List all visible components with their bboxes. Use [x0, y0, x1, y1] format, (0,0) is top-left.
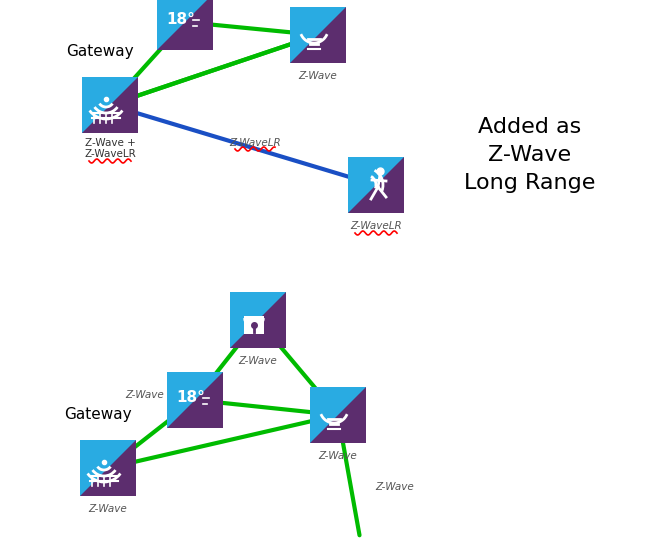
Text: Z-WaveLR: Z-WaveLR — [350, 221, 402, 231]
FancyBboxPatch shape — [80, 440, 136, 496]
Text: Z-WaveLR: Z-WaveLR — [229, 138, 281, 148]
FancyBboxPatch shape — [290, 7, 346, 63]
Text: 18°: 18° — [177, 390, 206, 405]
Text: Z-Wave: Z-Wave — [319, 451, 357, 461]
Polygon shape — [230, 292, 286, 348]
Text: Z-Wave: Z-Wave — [299, 71, 338, 81]
Text: Z-Wave: Z-Wave — [376, 482, 415, 492]
FancyBboxPatch shape — [310, 387, 366, 443]
Polygon shape — [80, 440, 136, 496]
Text: Z-WaveLR: Z-WaveLR — [84, 149, 136, 159]
Text: Added as
Z-Wave
Long Range: Added as Z-Wave Long Range — [464, 117, 596, 193]
FancyBboxPatch shape — [82, 77, 138, 133]
Polygon shape — [348, 157, 404, 213]
Text: 18°: 18° — [167, 11, 195, 26]
FancyBboxPatch shape — [348, 157, 404, 213]
Text: Z-Wave: Z-Wave — [238, 356, 277, 366]
Polygon shape — [167, 372, 223, 428]
Polygon shape — [290, 7, 346, 63]
Text: Z-Wave +: Z-Wave + — [85, 138, 135, 148]
FancyBboxPatch shape — [244, 316, 264, 334]
FancyBboxPatch shape — [157, 0, 213, 50]
Text: Gateway: Gateway — [64, 407, 132, 422]
Polygon shape — [157, 0, 213, 50]
FancyBboxPatch shape — [230, 292, 286, 348]
FancyBboxPatch shape — [167, 372, 223, 428]
Polygon shape — [82, 77, 138, 133]
Polygon shape — [310, 387, 366, 443]
Text: Z-Wave: Z-Wave — [89, 504, 127, 514]
Text: Z-Wave: Z-Wave — [125, 390, 164, 400]
Text: Gateway: Gateway — [66, 44, 134, 59]
